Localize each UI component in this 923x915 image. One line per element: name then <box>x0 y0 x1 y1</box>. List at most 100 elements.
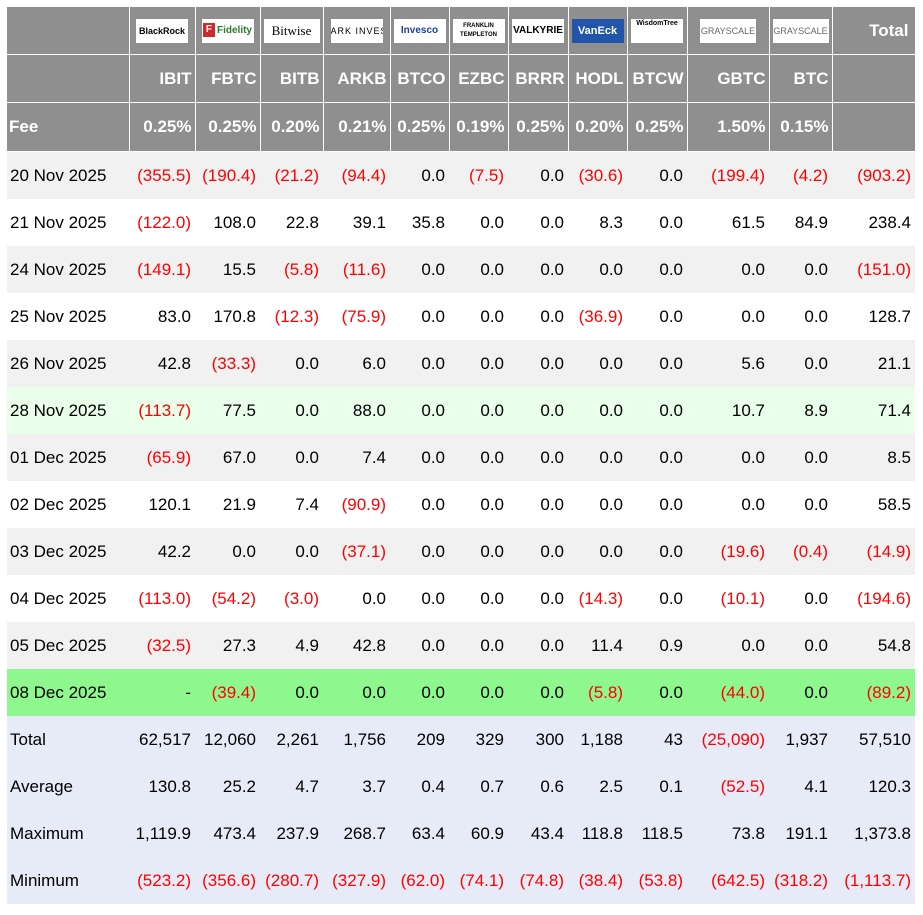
ticker-cell: BTC <box>769 54 833 103</box>
ark-invest-logo: ARK INVEST <box>330 18 383 43</box>
summary-row: Minimum (523.2) (356.6) (280.7) (327.9) (62.0… <box>7 857 915 904</box>
value-cell: 0.0 <box>627 387 687 434</box>
fee-label: Fee <box>7 102 130 152</box>
value-cell: (25,090) <box>687 716 769 763</box>
value-cell: 0.0 <box>260 434 323 481</box>
value-cell: 21.1 <box>832 340 915 387</box>
value-cell: 0.0 <box>568 434 627 481</box>
value-cell: 0.0 <box>449 575 508 622</box>
ticker-total-cell <box>832 54 916 103</box>
daily-flow-row: 02 Dec 2025 120.1 21.9 7.4 (90.9) 0.0 0.0 0.0 0.… <box>7 481 915 528</box>
value-cell: 0.0 <box>687 246 769 293</box>
value-cell: (75.9) <box>323 293 390 340</box>
value-cell: 0.0 <box>449 481 508 528</box>
value-cell: 118.8 <box>568 810 627 857</box>
value-cell: (5.8) <box>568 669 627 716</box>
value-cell: 0.0 <box>390 246 449 293</box>
valkyrie-logo: VALKYRIE <box>512 18 564 43</box>
value-cell: (355.5) <box>129 151 195 199</box>
value-cell: 77.5 <box>195 387 260 434</box>
value-cell: 0.0 <box>449 246 508 293</box>
value-cell: 88.0 <box>323 387 390 434</box>
value-cell: (33.3) <box>195 340 260 387</box>
value-cell: 0.0 <box>508 528 568 575</box>
value-cell: 27.3 <box>195 622 260 669</box>
value-cell: 0.0 <box>568 528 627 575</box>
value-cell: 42.2 <box>129 528 195 575</box>
ticker-cell: ARKB <box>323 54 391 103</box>
value-cell: 0.0 <box>390 293 449 340</box>
value-cell: 0.0 <box>508 481 568 528</box>
value-cell: 268.7 <box>323 810 390 857</box>
value-cell: 0.7 <box>449 763 508 810</box>
value-cell: 0.0 <box>687 481 769 528</box>
value-cell: 0.0 <box>260 387 323 434</box>
bitwise-logo: Bitwise <box>263 18 320 43</box>
value-cell: (642.5) <box>687 857 769 904</box>
corner-cell <box>7 7 130 55</box>
logo-cell: VALKYRIE <box>508 7 569 55</box>
value-cell: (32.5) <box>129 622 195 669</box>
total-column-header: Total <box>832 7 916 55</box>
value-cell: 0.0 <box>449 340 508 387</box>
value-cell: 118.5 <box>627 810 687 857</box>
ticker-cell: GBTC <box>687 54 770 103</box>
daily-flow-row-label: 28 Nov 2025 <box>7 387 129 434</box>
value-cell: 0.0 <box>390 387 449 434</box>
value-cell: (12.3) <box>260 293 323 340</box>
franklin-templeton-logo: FRANKLIN TEMPLETON <box>452 18 505 43</box>
value-cell: (113.0) <box>129 575 195 622</box>
value-cell: 0.0 <box>195 528 260 575</box>
summary-row: Total 62,517 12,060 2,261 1,756 209 329 300 1,18… <box>7 716 915 763</box>
value-cell: 0.0 <box>260 340 323 387</box>
daily-flow-row-label: 01 Dec 2025 <box>7 434 129 481</box>
value-cell: (36.9) <box>568 293 627 340</box>
value-cell: 0.0 <box>769 669 832 716</box>
value-cell: 8.9 <box>769 387 832 434</box>
value-cell: (356.6) <box>195 857 260 904</box>
value-cell: 84.9 <box>769 199 832 246</box>
value-cell: 7.4 <box>323 434 390 481</box>
value-cell: 0.0 <box>449 293 508 340</box>
daily-flow-row-label: 26 Nov 2025 <box>7 340 129 387</box>
logo-cell: WisdomTree <box>627 7 688 55</box>
value-cell: 108.0 <box>195 199 260 246</box>
daily-flow-row: 24 Nov 2025 (149.1) 15.5 (5.8) (11.6) 0.0 0.0 0… <box>7 246 915 293</box>
value-cell: 63.4 <box>390 810 449 857</box>
value-cell: 39.1 <box>323 199 390 246</box>
value-cell: 0.0 <box>323 575 390 622</box>
ticker-cell: BRRR <box>508 54 569 103</box>
daily-flow-row: 04 Dec 2025 (113.0) (54.2) (3.0) 0.0 0.0 0.0 0.… <box>7 575 915 622</box>
value-cell: 0.0 <box>769 340 832 387</box>
fidelity-logo: F Fidelity <box>201 18 254 43</box>
value-cell: (122.0) <box>129 199 195 246</box>
value-cell: (113.7) <box>129 387 195 434</box>
fee-cell: 0.25% <box>390 102 450 152</box>
value-cell: (94.4) <box>323 151 390 199</box>
value-cell: 54.8 <box>832 622 915 669</box>
value-cell: 237.9 <box>260 810 323 857</box>
value-cell: (7.5) <box>449 151 508 199</box>
blackrock-logo: BlackRock <box>136 18 188 43</box>
summary-row-label: Total <box>7 716 129 763</box>
value-cell: 0.0 <box>627 434 687 481</box>
value-cell: (44.0) <box>687 669 769 716</box>
grayscale-logo: GRAYSCALE <box>772 18 829 43</box>
value-cell: (38.4) <box>568 857 627 904</box>
daily-flow-row: 20 Nov 2025 (355.5) (190.4) (21.2) (94.4) 0.0… <box>7 151 915 199</box>
value-cell: (53.8) <box>627 857 687 904</box>
value-cell: 300 <box>508 716 568 763</box>
value-cell: (327.9) <box>323 857 390 904</box>
value-cell: 7.4 <box>260 481 323 528</box>
value-cell: 120.1 <box>129 481 195 528</box>
value-cell: (194.6) <box>832 575 915 622</box>
value-cell: 0.0 <box>390 575 449 622</box>
value-cell: (65.9) <box>129 434 195 481</box>
value-cell: 4.9 <box>260 622 323 669</box>
value-cell: 0.0 <box>508 434 568 481</box>
value-cell: 0.0 <box>627 151 687 199</box>
value-cell: 12,060 <box>195 716 260 763</box>
ticker-cell: FBTC <box>195 54 261 103</box>
daily-flow-row-label: 20 Nov 2025 <box>7 151 129 199</box>
